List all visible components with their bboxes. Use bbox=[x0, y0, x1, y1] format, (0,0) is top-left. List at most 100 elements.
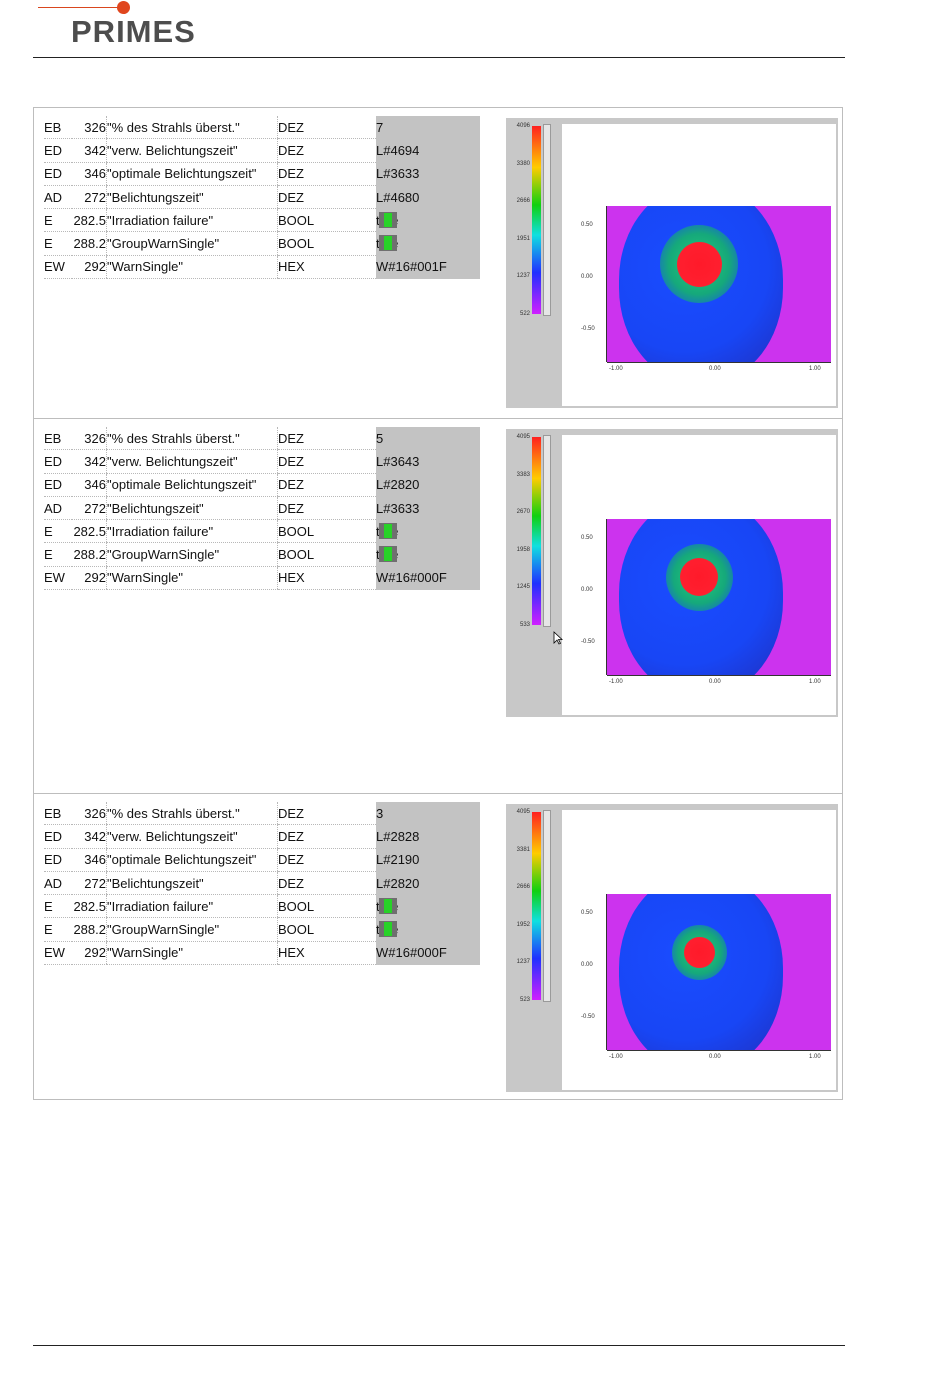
colorbar-tick-label: 1951 bbox=[516, 235, 530, 242]
bool-indicator-icon bbox=[379, 546, 397, 563]
address-cell: 282.5 bbox=[72, 208, 107, 233]
colorbar-tick-label: 1237 bbox=[516, 273, 530, 280]
bool-indicator-icon bbox=[379, 898, 397, 915]
status-value-cell[interactable]: 7 bbox=[376, 116, 480, 140]
operand-type-cell: E bbox=[44, 519, 72, 544]
status-value-cell[interactable]: L#2820 bbox=[376, 871, 480, 896]
x-axis-line bbox=[607, 675, 831, 676]
status-value: L#2820 bbox=[376, 875, 420, 891]
status-value-cell[interactable]: L#3643 bbox=[376, 449, 480, 474]
colorbar-tick-label: 2666 bbox=[516, 198, 530, 205]
x-tick-label: 1.00 bbox=[809, 1054, 821, 1060]
status-value-cell[interactable]: true bbox=[376, 519, 480, 544]
status-value-cell[interactable]: L#4694 bbox=[376, 138, 480, 163]
operand-type-cell: EB bbox=[44, 116, 72, 140]
table-row[interactable]: AD 272 "Belichtungszeit" DEZ L#2820 bbox=[44, 871, 480, 896]
bool-indicator-icon bbox=[379, 235, 397, 252]
bool-indicator-icon bbox=[379, 523, 397, 540]
address-cell: 288.2 bbox=[72, 231, 107, 256]
display-format-cell: BOOL bbox=[277, 231, 376, 256]
status-value-cell[interactable]: L#3633 bbox=[376, 162, 480, 186]
address-cell: 292 bbox=[72, 566, 107, 591]
display-format-cell: DEZ bbox=[277, 824, 376, 849]
operand-type-cell: EB bbox=[44, 802, 72, 826]
y-tick-label: 0.00 bbox=[581, 962, 593, 968]
address-cell: 292 bbox=[72, 941, 107, 966]
colorbar-tick-label: 3381 bbox=[516, 846, 530, 853]
y-tick-label: -0.50 bbox=[581, 1014, 595, 1020]
symbol-cell: "% des Strahls überst." bbox=[106, 116, 278, 140]
beam-intensity-map bbox=[607, 894, 831, 1050]
table-row[interactable]: ED 346 "optimale Belichtungszeit" DEZ L#2820 bbox=[44, 473, 480, 497]
table-row[interactable]: EW 292 "WarnSingle" HEX W#16#001F bbox=[44, 255, 480, 280]
symbol-cell: "% des Strahls überst." bbox=[106, 427, 278, 451]
threshold-slider[interactable] bbox=[543, 435, 551, 627]
colorbar-tick-label: 2666 bbox=[516, 884, 530, 891]
variable-table: EB 326 "% des Strahls überst." DEZ 5 ED 342 "ve… bbox=[44, 427, 480, 591]
status-value-cell[interactable]: 5 bbox=[376, 427, 480, 451]
symbol-cell: "verw. Belichtungszeit" bbox=[106, 824, 278, 849]
status-value-cell[interactable]: true bbox=[376, 208, 480, 233]
display-format-cell: HEX bbox=[277, 255, 376, 280]
table-row[interactable]: ED 346 "optimale Belichtungszeit" DEZ L#2190 bbox=[44, 848, 480, 872]
threshold-slider[interactable] bbox=[543, 810, 551, 1002]
table-row[interactable]: AD 272 "Belichtungszeit" DEZ L#3633 bbox=[44, 496, 480, 521]
table-row[interactable]: EW 292 "WarnSingle" HEX W#16#000F bbox=[44, 941, 480, 966]
status-value-cell[interactable]: W#16#000F bbox=[376, 566, 480, 591]
address-cell: 326 bbox=[72, 116, 107, 140]
table-row[interactable]: EB 326 "% des Strahls überst." DEZ 7 bbox=[44, 116, 480, 140]
operand-type-cell: ED bbox=[44, 473, 72, 497]
x-tick-label: -1.00 bbox=[609, 679, 623, 685]
status-value: L#2828 bbox=[376, 828, 420, 844]
address-cell: 342 bbox=[72, 138, 107, 163]
table-row[interactable]: EB 326 "% des Strahls überst." DEZ 5 bbox=[44, 427, 480, 451]
table-row[interactable]: AD 272 "Belichtungszeit" DEZ L#4680 bbox=[44, 185, 480, 210]
table-row[interactable]: ED 342 "verw. Belichtungszeit" DEZ L#4694 bbox=[44, 138, 480, 163]
colorbar-tick-label: 523 bbox=[519, 997, 530, 1003]
status-value-cell[interactable]: true bbox=[376, 231, 480, 256]
variable-table-panel: EB 326 "% des Strahls überst." DEZ 7 ED 342 "ve… bbox=[34, 108, 842, 418]
beam-profile-view: 4095 3383 2670 1958 1245 533 0.50 0.00 -0.50 -1.0… bbox=[506, 429, 838, 717]
status-value-cell[interactable]: L#3633 bbox=[376, 496, 480, 521]
operand-type-cell: ED bbox=[44, 848, 72, 872]
table-row[interactable]: EW 292 "WarnSingle" HEX W#16#000F bbox=[44, 566, 480, 591]
status-value-cell[interactable]: W#16#001F bbox=[376, 255, 480, 280]
y-tick-label: 0.50 bbox=[581, 222, 593, 228]
table-row[interactable]: EB 326 "% des Strahls überst." DEZ 3 bbox=[44, 802, 480, 826]
variable-table-panel: EB 326 "% des Strahls überst." DEZ 5 ED 342 "ve… bbox=[34, 418, 842, 793]
status-value-cell[interactable]: L#4680 bbox=[376, 185, 480, 210]
logo-dot-icon bbox=[117, 1, 130, 14]
table-row[interactable]: ED 342 "verw. Belichtungszeit" DEZ L#3643 bbox=[44, 449, 480, 474]
status-value-cell[interactable]: L#2820 bbox=[376, 473, 480, 497]
status-value-cell[interactable]: true bbox=[376, 917, 480, 942]
status-value-cell[interactable]: true bbox=[376, 542, 480, 567]
symbol-cell: "GroupWarnSingle" bbox=[106, 231, 278, 256]
table-row[interactable]: ED 342 "verw. Belichtungszeit" DEZ L#2828 bbox=[44, 824, 480, 849]
status-value-cell[interactable]: L#2828 bbox=[376, 824, 480, 849]
colorbar-tick-label: 3383 bbox=[516, 471, 530, 478]
display-format-cell: DEZ bbox=[277, 848, 376, 872]
threshold-slider[interactable] bbox=[543, 124, 551, 316]
display-format-cell: BOOL bbox=[277, 208, 376, 233]
display-format-cell: BOOL bbox=[277, 894, 376, 919]
status-value-cell[interactable]: W#16#000F bbox=[376, 941, 480, 966]
display-format-cell: DEZ bbox=[277, 138, 376, 163]
beam-hot-spot bbox=[683, 936, 715, 968]
status-value-cell[interactable]: true bbox=[376, 894, 480, 919]
colorbar-tick-label: 4095 bbox=[516, 809, 530, 815]
beam-hot-spot bbox=[680, 558, 718, 596]
operand-type-cell: ED bbox=[44, 162, 72, 186]
operand-type-cell: EW bbox=[44, 255, 72, 280]
operand-type-cell: AD bbox=[44, 496, 72, 521]
address-cell: 272 bbox=[72, 871, 107, 896]
y-axis-line bbox=[606, 894, 607, 1050]
status-value-cell[interactable]: 3 bbox=[376, 802, 480, 826]
status-value-cell[interactable]: L#2190 bbox=[376, 848, 480, 872]
table-row[interactable]: ED 346 "optimale Belichtungszeit" DEZ L#3633 bbox=[44, 162, 480, 186]
